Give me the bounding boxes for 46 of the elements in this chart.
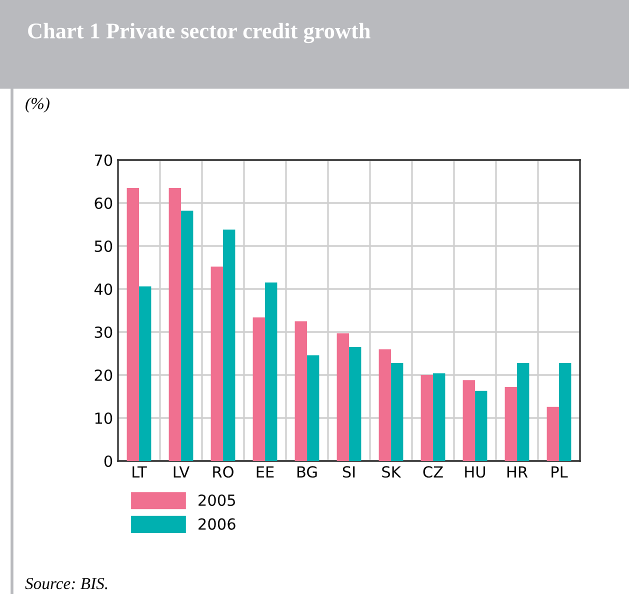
x-tick-label: SI (342, 466, 355, 478)
x-tick-label: SK (382, 466, 402, 478)
bar (223, 230, 236, 461)
bar (420, 375, 433, 461)
x-tick-label: RO (213, 466, 234, 478)
bar (126, 188, 139, 461)
y-tick-label: 70 (94, 154, 112, 166)
bar (433, 373, 446, 461)
bar (336, 333, 349, 461)
x-tick-label: HR (507, 466, 528, 478)
bar (294, 321, 307, 461)
x-tick-label: PL (552, 466, 568, 478)
x-tick-label: EE (256, 466, 274, 478)
y-tick-label: 10 (95, 412, 112, 424)
y-tick-label: 50 (94, 240, 112, 252)
x-tick-label: BG (297, 466, 317, 478)
bar (210, 266, 223, 461)
bar (307, 355, 320, 461)
legend-label: 2006 (198, 518, 236, 530)
x-tick-label: LT (132, 466, 147, 478)
bar (252, 317, 265, 461)
source-note: Source: BIS. (25, 578, 108, 590)
bar (391, 362, 404, 461)
bar (349, 347, 362, 461)
y-tick-label: 30 (94, 326, 112, 338)
bar (546, 406, 559, 461)
x-tick-label: HU (465, 466, 486, 478)
y-tick-label: 0 (104, 455, 112, 468)
bar (168, 188, 181, 461)
x-tick-label: LV (174, 466, 190, 478)
bar (475, 390, 488, 461)
bar (462, 380, 475, 461)
x-tick-label: CZ (423, 466, 443, 478)
y-axis-title: (%) (26, 97, 50, 113)
bar (139, 286, 152, 461)
bar (265, 282, 278, 461)
bar (181, 210, 194, 461)
chart-title: Chart 1 Private sector credit growth (28, 22, 370, 44)
y-tick-label: 40 (94, 283, 112, 296)
y-tick-label: 60 (94, 197, 112, 210)
legend-label: 2005 (198, 494, 235, 506)
y-tick-label: 20 (94, 369, 112, 382)
bar (559, 362, 572, 461)
bar (504, 387, 517, 461)
bar (378, 349, 391, 461)
bar (517, 362, 530, 461)
